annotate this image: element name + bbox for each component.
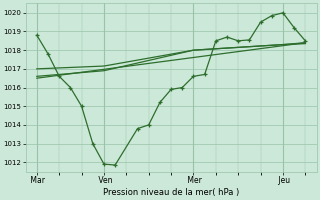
X-axis label: Pression niveau de la mer( hPa ): Pression niveau de la mer( hPa ) bbox=[103, 188, 239, 197]
